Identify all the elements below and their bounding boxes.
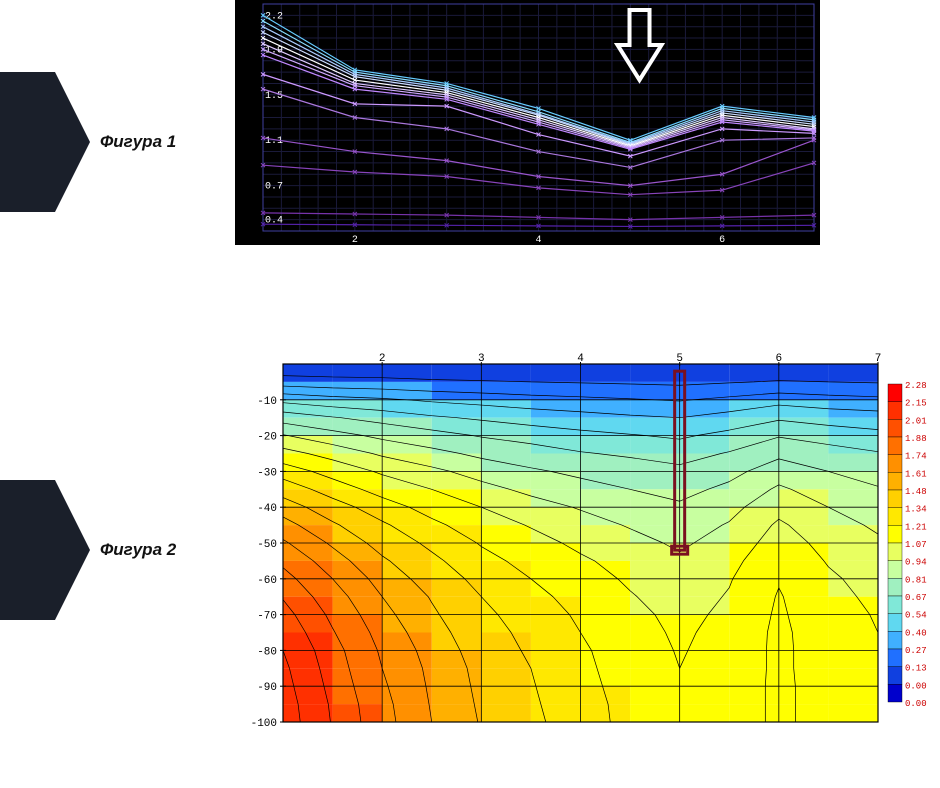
legend-swatch [888, 402, 902, 420]
svg-text:0.54: 0.54 [905, 611, 927, 621]
svg-text:-100: -100 [251, 718, 277, 728]
svg-text:2.01: 2.01 [905, 416, 927, 426]
svg-text:1.1: 1.1 [265, 136, 283, 147]
legend-swatch [888, 578, 902, 596]
svg-text:0.27: 0.27 [905, 646, 927, 656]
legend-swatch [888, 684, 902, 702]
legend-swatch [888, 437, 902, 455]
svg-text:0.94: 0.94 [905, 558, 927, 568]
legend-swatch [888, 490, 902, 508]
svg-text:2: 2 [352, 235, 358, 245]
svg-text:1.21: 1.21 [905, 522, 927, 532]
svg-text:0.7: 0.7 [265, 182, 283, 193]
svg-text:-40: -40 [257, 503, 277, 515]
svg-text:-80: -80 [257, 646, 277, 658]
svg-text:0.67: 0.67 [905, 593, 927, 603]
svg-text:4: 4 [535, 235, 541, 245]
legend-swatch [888, 419, 902, 437]
svg-text:2.15: 2.15 [905, 399, 927, 409]
legend-swatch [888, 455, 902, 473]
svg-text:0.4: 0.4 [265, 216, 283, 227]
svg-text:1.61: 1.61 [905, 469, 927, 479]
legend-swatch [888, 561, 902, 579]
svg-text:1.74: 1.74 [905, 452, 927, 462]
legend-swatch [888, 614, 902, 632]
svg-text:0.81: 0.81 [905, 575, 927, 585]
svg-text:1.34: 1.34 [905, 505, 927, 515]
legend-swatch [888, 596, 902, 614]
figure2-label: Фигура 2 [100, 540, 176, 560]
svg-text:-60: -60 [257, 575, 277, 587]
svg-text:-20: -20 [257, 432, 277, 444]
legend-swatch [888, 667, 902, 685]
svg-text:-90: -90 [257, 682, 277, 694]
svg-text:1.07: 1.07 [905, 540, 927, 550]
legend-swatch [888, 543, 902, 561]
svg-text:-50: -50 [257, 539, 277, 551]
svg-text:1.88: 1.88 [905, 434, 927, 444]
figure1-label-row: Фигура 1 [0, 72, 176, 212]
legend-swatch [888, 631, 902, 649]
svg-text:-70: -70 [257, 611, 277, 623]
legend-swatch [888, 472, 902, 490]
svg-text:2.2: 2.2 [265, 11, 283, 22]
legend-swatch [888, 508, 902, 526]
svg-text:0.13: 0.13 [905, 664, 927, 674]
chevron-shape-1 [0, 72, 90, 212]
legend-swatch [888, 649, 902, 667]
figure2-chart: 234567-10-20-30-40-50-60-70-80-90-1002.2… [235, 348, 940, 728]
figure1-chart: 2460.40.71.11.51.92.2 [235, 0, 820, 245]
svg-text:0.00: 0.00 [905, 681, 927, 691]
svg-text:0.40: 0.40 [905, 628, 927, 638]
svg-text:6: 6 [719, 235, 725, 245]
chevron-shape-2 [0, 480, 90, 620]
legend-swatch [888, 525, 902, 543]
svg-text:2.28: 2.28 [905, 381, 927, 391]
figure2-label-row: Фигура 2 [0, 480, 176, 620]
svg-text:0.00: 0.00 [905, 699, 927, 709]
figure1-label: Фигура 1 [100, 132, 176, 152]
svg-text:1.48: 1.48 [905, 487, 927, 497]
legend-swatch [888, 384, 902, 402]
svg-text:-10: -10 [257, 396, 277, 408]
svg-text:-30: -30 [257, 467, 277, 479]
